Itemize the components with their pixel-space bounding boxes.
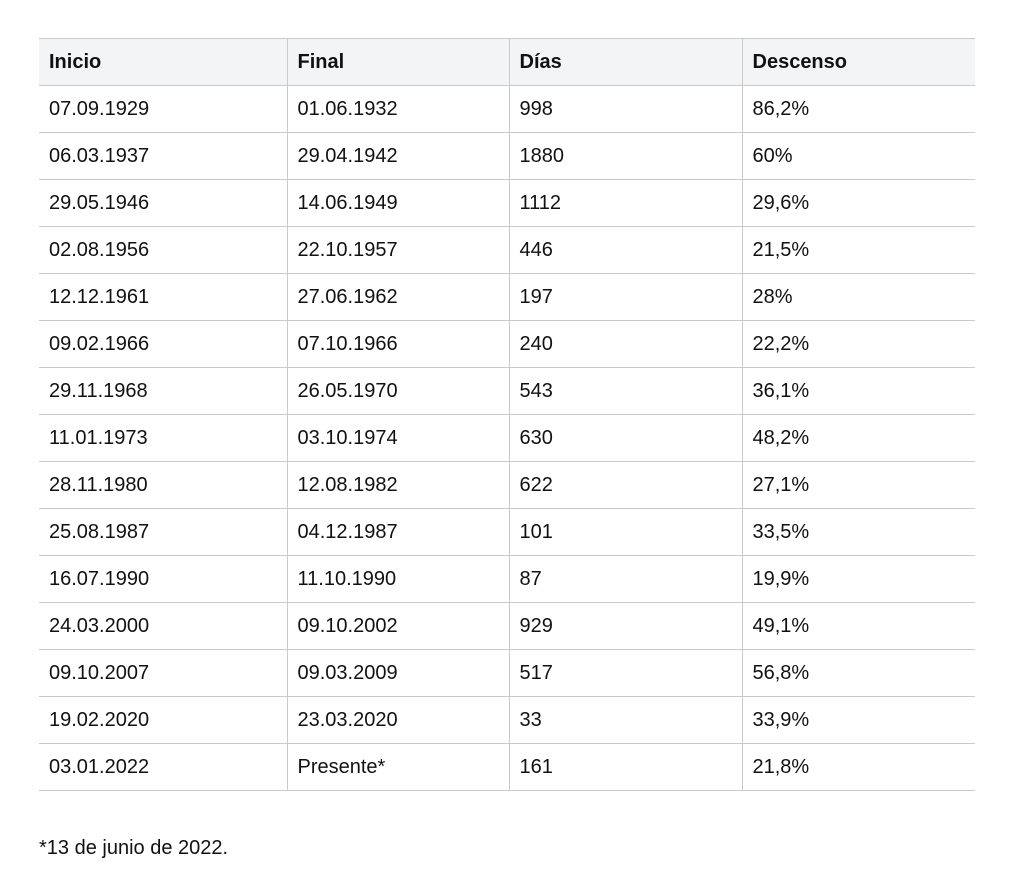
descenso-cell: 28%	[741, 273, 975, 321]
final-cell: 09.03.2009	[286, 649, 509, 697]
dias-cell: 1112	[508, 179, 742, 227]
final-cell: 04.12.1987	[286, 508, 509, 556]
table-row: 25.08.1987 04.12.1987 101 33,5%	[39, 508, 975, 556]
final-cell: 27.06.1962	[286, 273, 509, 321]
table-row: 24.03.2000 09.10.2002 929 49,1%	[39, 602, 975, 650]
footnote: *13 de junio de 2022.	[39, 837, 229, 859]
header-final: Final	[286, 38, 509, 86]
final-cell: 12.08.1982	[286, 461, 509, 509]
table-row: 16.07.1990 11.10.1990 87 19,9%	[39, 555, 975, 603]
dias-cell: 630	[508, 414, 742, 462]
final-cell: 09.10.2002	[286, 602, 509, 650]
table-row: 09.02.1966 07.10.1966 240 22,2%	[39, 320, 975, 368]
inicio-cell: 11.01.1973	[39, 414, 287, 462]
table-row: 12.12.1961 27.06.1962 197 28%	[39, 273, 975, 321]
inicio-cell: 03.01.2022	[39, 743, 287, 791]
table-row: 29.11.1968 26.05.1970 543 36,1%	[39, 367, 975, 415]
table-row: 06.03.1937 29.04.1942 1880 60%	[39, 132, 975, 180]
dias-cell: 929	[508, 602, 742, 650]
descenso-cell: 27,1%	[741, 461, 975, 509]
descenso-cell: 33,9%	[741, 696, 975, 744]
dias-cell: 517	[508, 649, 742, 697]
final-cell: 23.03.2020	[286, 696, 509, 744]
final-cell: 29.04.1942	[286, 132, 509, 180]
descenso-cell: 36,1%	[741, 367, 975, 415]
dias-cell: 87	[508, 555, 742, 603]
table-body: 07.09.1929 01.06.1932 998 86,2% 06.03.1937 29…	[39, 85, 975, 791]
dias-cell: 33	[508, 696, 742, 744]
final-cell: 07.10.1966	[286, 320, 509, 368]
bear-market-table-container: Inicio Final Días Descenso 07.09.1929 01.…	[39, 38, 975, 791]
descenso-cell: 33,5%	[741, 508, 975, 556]
table-row: 11.01.1973 03.10.1974 630 48,2%	[39, 414, 975, 462]
descenso-cell: 60%	[741, 132, 975, 180]
descenso-cell: 48,2%	[741, 414, 975, 462]
final-cell: 26.05.1970	[286, 367, 509, 415]
inicio-cell: 29.11.1968	[39, 367, 287, 415]
header-dias: Días	[508, 38, 742, 86]
dias-cell: 240	[508, 320, 742, 368]
dias-cell: 101	[508, 508, 742, 556]
header-descenso: Descenso	[741, 38, 975, 86]
inicio-cell: 09.02.1966	[39, 320, 287, 368]
final-cell: 03.10.1974	[286, 414, 509, 462]
table-row: 19.02.2020 23.03.2020 33 33,9%	[39, 696, 975, 744]
descenso-cell: 19,9%	[741, 555, 975, 603]
dias-cell: 1880	[508, 132, 742, 180]
inicio-cell: 02.08.1956	[39, 226, 287, 274]
dias-cell: 543	[508, 367, 742, 415]
bear-market-table: Inicio Final Días Descenso 07.09.1929 01.…	[39, 38, 975, 791]
inicio-cell: 07.09.1929	[39, 85, 287, 133]
descenso-cell: 29,6%	[741, 179, 975, 227]
dias-cell: 622	[508, 461, 742, 509]
final-cell: Presente*	[286, 743, 509, 791]
inicio-cell: 25.08.1987	[39, 508, 287, 556]
descenso-cell: 21,8%	[741, 743, 975, 791]
table-row: 28.11.1980 12.08.1982 622 27,1%	[39, 461, 975, 509]
final-cell: 01.06.1932	[286, 85, 509, 133]
inicio-cell: 28.11.1980	[39, 461, 287, 509]
table-row: 07.09.1929 01.06.1932 998 86,2%	[39, 85, 975, 133]
inicio-cell: 06.03.1937	[39, 132, 287, 180]
dias-cell: 446	[508, 226, 742, 274]
inicio-cell: 24.03.2000	[39, 602, 287, 650]
header-row: Inicio Final Días Descenso	[39, 38, 975, 86]
table-header: Inicio Final Días Descenso	[39, 38, 975, 86]
descenso-cell: 86,2%	[741, 85, 975, 133]
inicio-cell: 29.05.1946	[39, 179, 287, 227]
table-row: 03.01.2022 Presente* 161 21,8%	[39, 743, 975, 791]
inicio-cell: 16.07.1990	[39, 555, 287, 603]
final-cell: 11.10.1990	[286, 555, 509, 603]
header-inicio: Inicio	[39, 38, 287, 86]
table-row: 29.05.1946 14.06.1949 1112 29,6%	[39, 179, 975, 227]
inicio-cell: 09.10.2007	[39, 649, 287, 697]
inicio-cell: 19.02.2020	[39, 696, 287, 744]
dias-cell: 197	[508, 273, 742, 321]
descenso-cell: 21,5%	[741, 226, 975, 274]
inicio-cell: 12.12.1961	[39, 273, 287, 321]
dias-cell: 161	[508, 743, 742, 791]
final-cell: 14.06.1949	[286, 179, 509, 227]
descenso-cell: 22,2%	[741, 320, 975, 368]
final-cell: 22.10.1957	[286, 226, 509, 274]
descenso-cell: 49,1%	[741, 602, 975, 650]
dias-cell: 998	[508, 85, 742, 133]
table-row: 02.08.1956 22.10.1957 446 21,5%	[39, 226, 975, 274]
descenso-cell: 56,8%	[741, 649, 975, 697]
table-row: 09.10.2007 09.03.2009 517 56,8%	[39, 649, 975, 697]
